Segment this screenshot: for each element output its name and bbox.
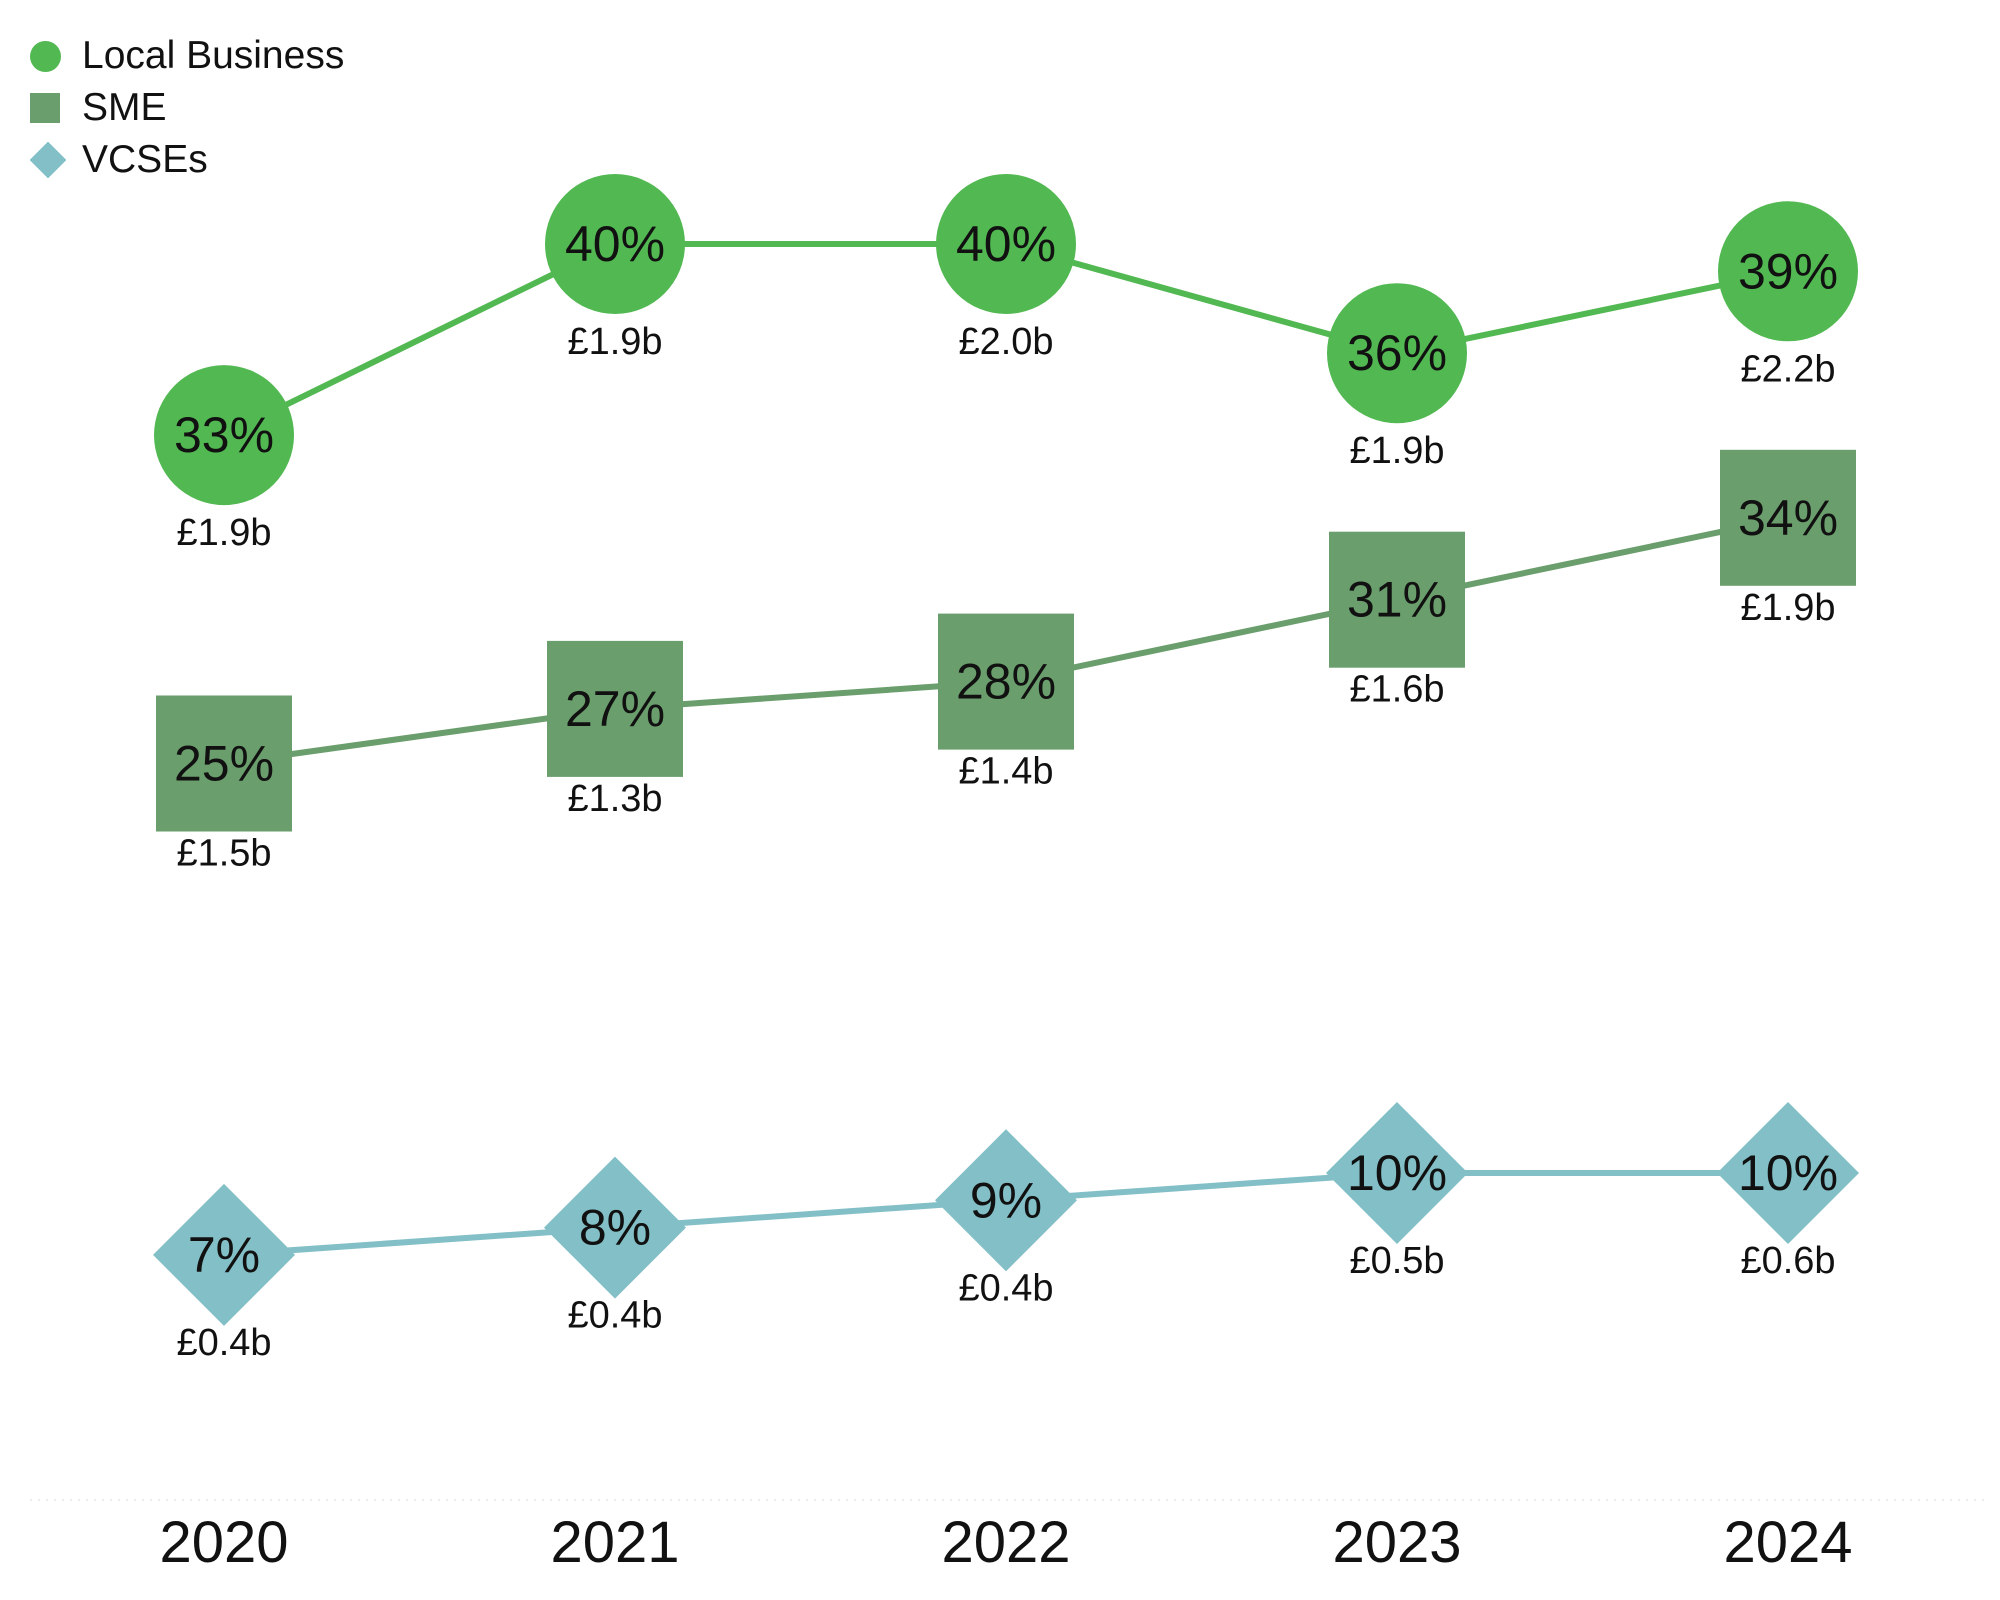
square-icon (30, 93, 60, 123)
data-point-diamond (935, 1129, 1077, 1272)
data-point-square (1329, 531, 1465, 668)
data-point-diamond (153, 1183, 295, 1326)
data-value-label: £0.4b (958, 1267, 1053, 1309)
legend-label: SME (82, 86, 167, 129)
data-point-label: 10% (1347, 1145, 1447, 1201)
legend-label: Local Business (82, 34, 345, 77)
data-value-label: £2.0b (958, 321, 1053, 363)
data-point-diamond (544, 1156, 686, 1299)
data-point-label: 33% (174, 407, 274, 463)
x-tick-label: 2021 (550, 1510, 679, 1575)
data-point-label: 28% (956, 654, 1056, 710)
data-point-square (547, 640, 683, 777)
x-tick-label: 2020 (159, 1510, 288, 1575)
data-value-label: £0.4b (567, 1295, 662, 1337)
data-point-circle (154, 365, 294, 506)
data-point-circle (1718, 201, 1858, 342)
legend-item-local-business: Local Business (30, 30, 344, 82)
data-value-label: £0.5b (1349, 1240, 1444, 1282)
series-vcses: 7% £0.4b 8% £0.4b 9% £0.4b 10% £0.5b 10% £0.6b (153, 1102, 1859, 1364)
data-point-label: 36% (1347, 325, 1447, 381)
data-value-label: £1.9b (1740, 587, 1835, 629)
data-point-square (1720, 449, 1856, 586)
data-point-label: 40% (956, 216, 1056, 272)
data-point-square (938, 613, 1074, 750)
data-point-circle (936, 174, 1076, 314)
legend-item-vcses: VCSEs (29, 134, 344, 186)
data-point-label: 27% (565, 681, 665, 737)
data-value-label: £1.3b (567, 778, 662, 820)
data-value-label: £0.6b (1740, 1240, 1835, 1282)
data-point-label: 40% (565, 216, 665, 272)
data-point-circle (545, 174, 685, 314)
data-point-label: 25% (174, 736, 274, 792)
data-value-label: £1.4b (958, 751, 1053, 793)
legend-label: VCSEs (82, 138, 208, 181)
legend: Local Business SME VCSEs (29, 30, 344, 186)
data-point-label: 34% (1738, 490, 1838, 546)
data-point-label: 9% (970, 1172, 1042, 1228)
data-point-label: 10% (1738, 1145, 1838, 1201)
data-value-label: £1.9b (176, 512, 271, 554)
data-point-label: 31% (1347, 572, 1447, 628)
data-value-label: £1.5b (176, 833, 271, 875)
data-value-label: £1.9b (1349, 430, 1444, 472)
data-value-label: £1.6b (1349, 669, 1444, 711)
data-point-label: 39% (1738, 243, 1838, 299)
data-point-label: 7% (188, 1227, 260, 1283)
series-local-business: 33% £1.9b 40% £1.9b 40% £2.0b 36% £1.9b 39% £2.2b (154, 174, 1858, 554)
data-value-label: £2.2b (1740, 348, 1835, 390)
legend-item-sme: SME (30, 82, 344, 134)
data-point-circle (1327, 283, 1467, 424)
data-value-label: £0.4b (176, 1322, 271, 1364)
data-point-label: 8% (579, 1200, 651, 1256)
x-tick-label: 2023 (1332, 1510, 1461, 1575)
series-sme: 25% £1.5b 27% £1.3b 28% £1.4b 31% £1.6b 34% £1.9b (156, 449, 1856, 875)
data-point-diamond (1326, 1102, 1468, 1244)
data-value-label: £1.9b (567, 321, 662, 363)
x-tick-label: 2022 (941, 1510, 1070, 1575)
circle-icon (30, 40, 61, 72)
data-point-square (156, 695, 292, 832)
x-tick-label: 2024 (1723, 1510, 1852, 1575)
data-point-diamond (1717, 1102, 1859, 1244)
